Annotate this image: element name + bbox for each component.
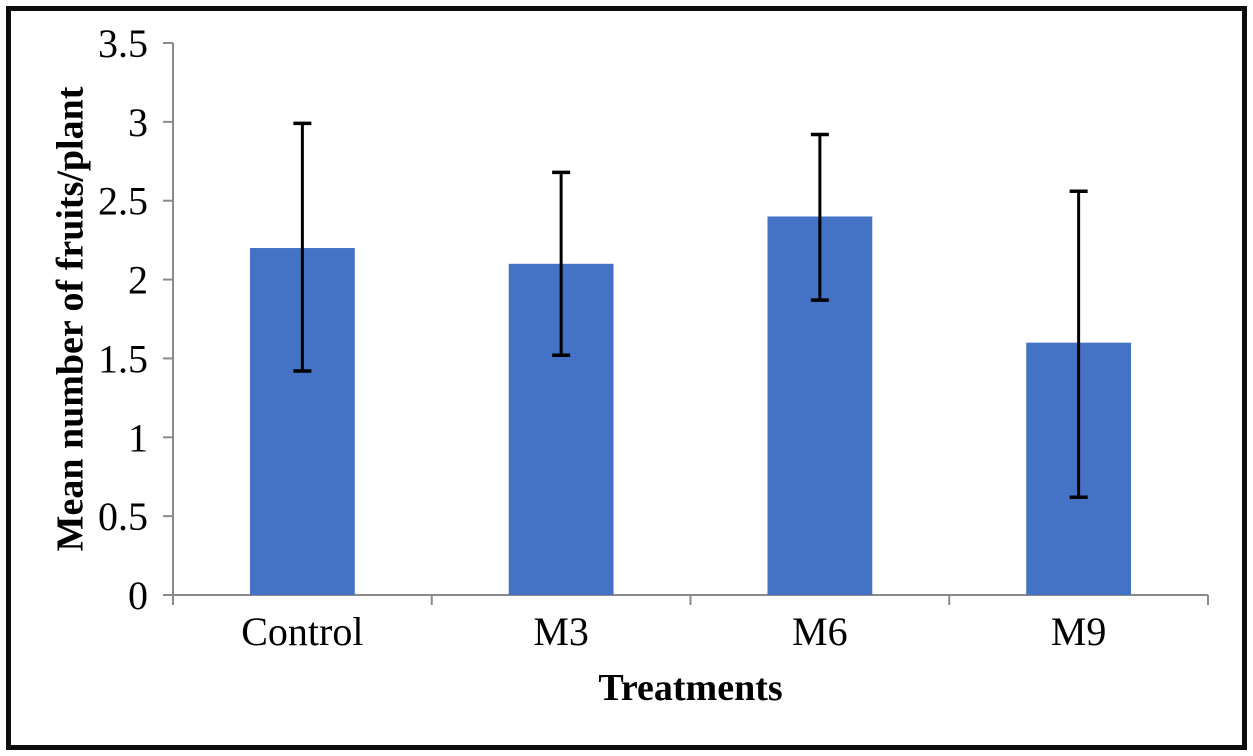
x-category-label: M6	[792, 609, 848, 654]
y-tick-label: 3	[128, 100, 148, 145]
y-axis-title-container: Mean number of fruits/plant	[42, 43, 98, 595]
y-tick-label: 0.5	[98, 494, 148, 539]
y-tick-label: 3.5	[98, 21, 148, 66]
y-tick-label: 1	[128, 415, 148, 460]
x-category-label: M9	[1051, 609, 1107, 654]
y-tick-label: 1.5	[98, 336, 148, 381]
x-category-label: M3	[533, 609, 589, 654]
x-category-label: Control	[241, 609, 363, 654]
y-axis-title: Mean number of fruits/plant	[49, 86, 92, 552]
y-tick-label: 0	[128, 573, 148, 618]
y-tick-label: 2	[128, 258, 148, 303]
y-tick-label: 2.5	[98, 179, 148, 224]
x-axis-title: Treatments	[598, 667, 783, 709]
